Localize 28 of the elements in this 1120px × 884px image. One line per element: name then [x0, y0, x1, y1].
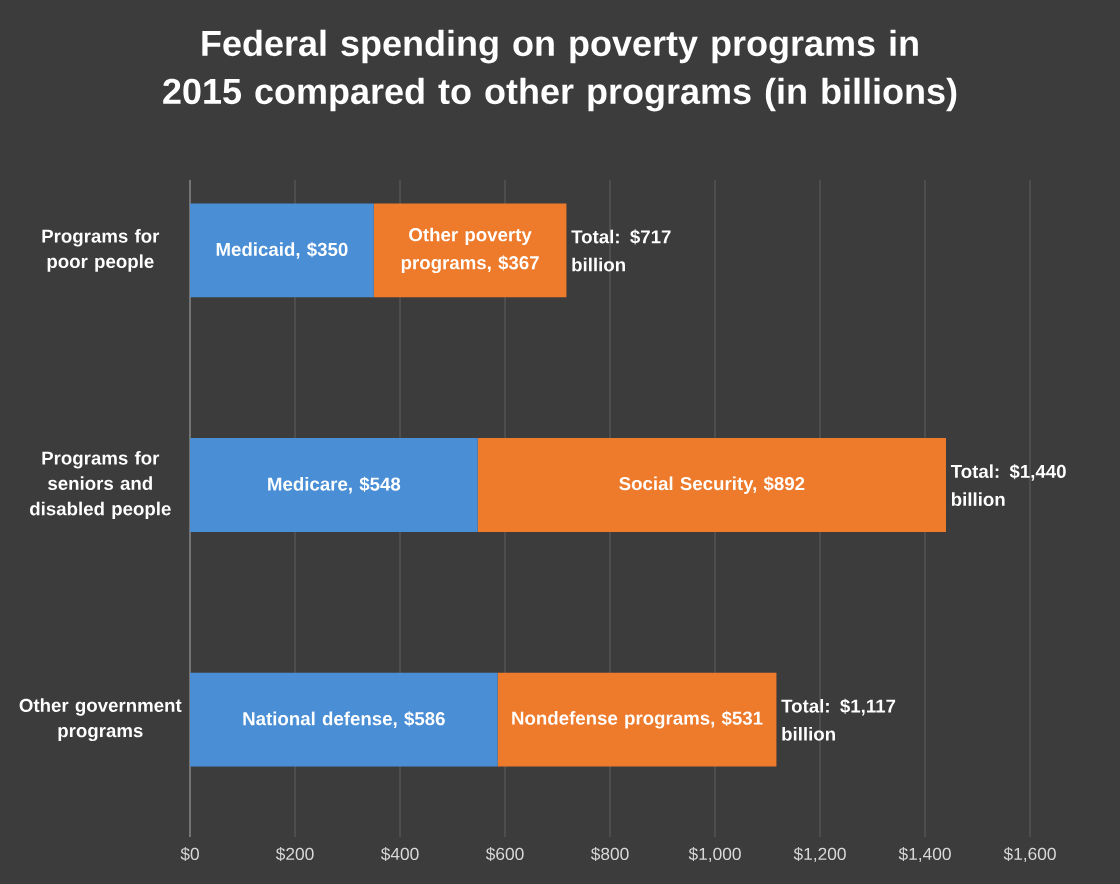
data-label: Other poverty programs, $367 [401, 227, 539, 274]
total-label: Total: $717 billion [571, 229, 671, 272]
y-tick-label: Other government programs [19, 698, 182, 742]
x-tick-label: $1,000 [688, 847, 741, 863]
bar [373, 203, 567, 298]
x-tick-label: $400 [380, 847, 419, 862]
x-tick-label: $1,600 [1003, 847, 1056, 863]
bar [190, 203, 374, 298]
x-tick-label: $1,200 [793, 847, 846, 863]
data-label: Medicare, $548 [268, 476, 401, 494]
x-tick-label: $600 [485, 847, 524, 862]
bar [190, 672, 498, 767]
total-label: Total: $1,440 billion [950, 463, 1066, 507]
x-tick-label: $1,400 [898, 847, 951, 863]
data-label: Social Security, $892 [619, 476, 805, 494]
data-label: National defense, $586 [243, 711, 445, 729]
x-tick-label: $800 [590, 847, 629, 862]
bar [497, 672, 777, 767]
data-label: Medicaid, $350 [216, 242, 348, 259]
y-tick-label: Programs for seniors and disabled people [30, 450, 171, 520]
chart-title: Federal spending on poverty programs in 2015 compared to other programs (in billions) [163, 29, 957, 112]
bar [477, 438, 946, 532]
data-label: Nondefense programs, $531 [512, 710, 763, 729]
x-tick-label: $0 [180, 847, 199, 862]
bar [190, 438, 478, 532]
total-label: Total: $1,117 billion [781, 698, 896, 741]
y-tick-label: Programs for poor people [42, 229, 160, 272]
x-tick-label: $200 [275, 847, 314, 862]
